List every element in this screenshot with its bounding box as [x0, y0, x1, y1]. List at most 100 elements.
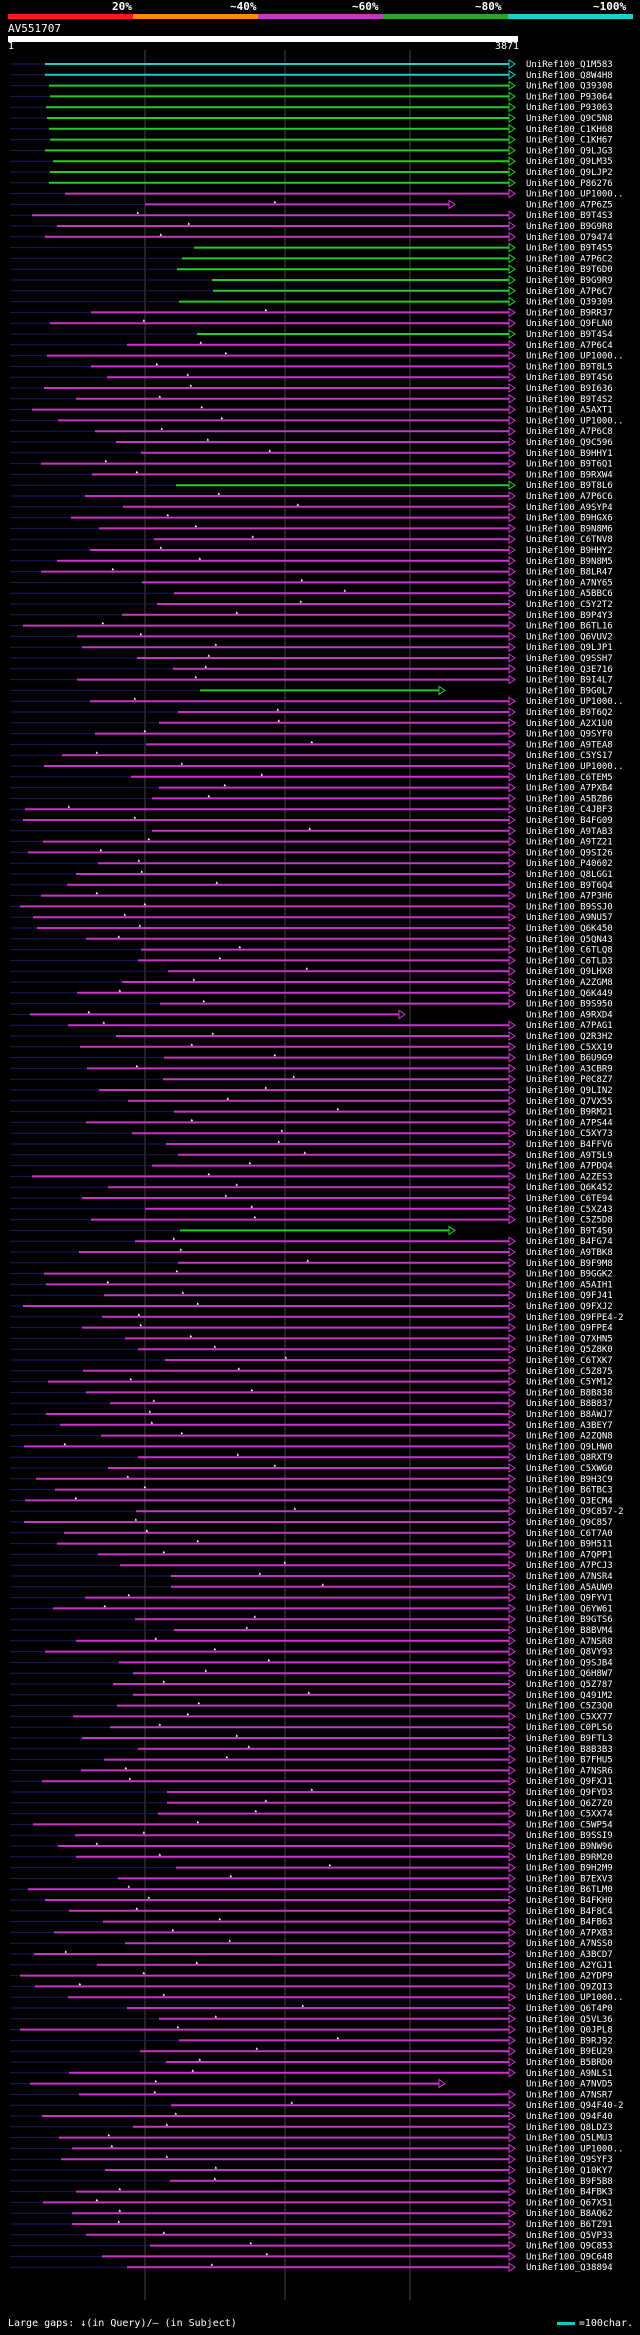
- hit-label[interactable]: UniRef100_Q9SSH7: [526, 654, 613, 664]
- hit-row[interactable]: ▴ UniRef100_Q9FYV1: [10, 1592, 613, 1604]
- hit-label[interactable]: UniRef100_Q491M2: [526, 1691, 613, 1701]
- hit-label[interactable]: UniRef100_UP1000..: [526, 2144, 624, 2154]
- hit-label[interactable]: UniRef100_A7P6C4: [526, 341, 613, 351]
- hit-row[interactable]: ▴ UniRef100_B9T6Q2: [10, 706, 613, 718]
- hit-label[interactable]: UniRef100_C4JBF3: [526, 805, 613, 815]
- hit-label[interactable]: UniRef100_B9G9R9: [526, 276, 613, 286]
- hit-row[interactable]: ▴ UniRef100_B9RXW4: [10, 468, 613, 480]
- hit-row[interactable]: ▴ UniRef100_A7P6C4: [10, 339, 613, 351]
- hit-label[interactable]: UniRef100_B8LR47: [526, 568, 613, 578]
- hit-label[interactable]: UniRef100_A7NVD5: [526, 2080, 613, 2090]
- hit-label[interactable]: UniRef100_C0PLS6: [526, 1723, 613, 1733]
- hit-label[interactable]: UniRef100_A9TEA8: [526, 740, 613, 750]
- hit-row[interactable]: UniRef100_B9G9R9: [10, 275, 613, 286]
- hit-label[interactable]: UniRef100_C6TEM5: [526, 773, 613, 783]
- hit-label[interactable]: UniRef100_C5XX74: [526, 1810, 613, 1820]
- hit-row[interactable]: UniRef100_Q39309: [10, 296, 613, 308]
- hit-label[interactable]: UniRef100_B9T4S6: [526, 373, 613, 383]
- hit-row[interactable]: ▴ UniRef100_A5AUW9: [10, 1581, 613, 1593]
- hit-row[interactable]: ▴ UniRef100_A2YDP9: [10, 1970, 613, 1982]
- hit-label[interactable]: UniRef100_Q6K449: [526, 989, 613, 999]
- hit-row[interactable]: ▴ UniRef100_A9T5L9: [10, 1149, 613, 1161]
- hit-label[interactable]: UniRef100_B6TLM0: [526, 1885, 613, 1895]
- hit-label[interactable]: UniRef100_Q3E716: [526, 665, 613, 675]
- hit-label[interactable]: UniRef100_Q9SYF3: [526, 2155, 613, 2165]
- hit-row[interactable]: ▴ UniRef100_Q9SYF0: [10, 728, 613, 740]
- hit-row[interactable]: ▴ UniRef100_C5Z5D8: [10, 1214, 613, 1226]
- hit-label[interactable]: UniRef100_A9NLS1: [526, 2069, 613, 2079]
- hit-row[interactable]: UniRef100_Q39308: [10, 80, 613, 92]
- hit-row[interactable]: ▴ UniRef100_A7NSR6: [10, 1764, 613, 1776]
- hit-label[interactable]: UniRef100_B9F9M8: [526, 1259, 613, 1269]
- hit-label[interactable]: UniRef100_Q0JPL8: [526, 2026, 613, 2036]
- hit-row[interactable]: UniRef100_Q9C5N8: [10, 113, 613, 124]
- hit-label[interactable]: UniRef100_Q9C857-2: [526, 1507, 624, 1517]
- hit-row[interactable]: ▴ UniRef100_Q5Z787: [10, 1678, 613, 1690]
- hit-row[interactable]: ▴ UniRef100_B4FB63: [10, 1916, 613, 1928]
- hit-label[interactable]: UniRef100_Q39309: [526, 298, 613, 308]
- hit-label[interactable]: UniRef100_Q9FYV1: [526, 1594, 613, 1604]
- hit-label[interactable]: UniRef100_Q9FPE4-2: [526, 1313, 624, 1323]
- hit-label[interactable]: UniRef100_B9RJ92: [526, 2036, 613, 2046]
- hit-label[interactable]: UniRef100_Q9FXJ2: [526, 1302, 613, 1312]
- hit-label[interactable]: UniRef100_Q10KY7: [526, 2166, 613, 2176]
- hit-label[interactable]: UniRef100_C6TE94: [526, 1194, 613, 1204]
- hit-row[interactable]: ▴ UniRef100_Q9C857-2: [10, 1505, 624, 1517]
- hit-label[interactable]: UniRef100_B9HGX6: [526, 514, 613, 524]
- hit-label[interactable]: UniRef100_C5XZ43: [526, 1205, 613, 1215]
- hit-row[interactable]: ▴ UniRef100_A5AXT1: [10, 404, 613, 416]
- hit-row[interactable]: UniRef100_A7P6C7: [10, 285, 613, 297]
- hit-label[interactable]: UniRef100_Q9C5N8: [526, 114, 613, 124]
- hit-row[interactable]: ▴ UniRef100_A9NLS1: [10, 2067, 613, 2079]
- hit-row[interactable]: ▴ UniRef100_Q9LIN2: [10, 1084, 613, 1096]
- hit-row[interactable]: ▴ UniRef100_Q7XHN5: [10, 1332, 613, 1344]
- hit-row[interactable]: ▴ UniRef100_B6TL16: [10, 620, 613, 632]
- hit-row[interactable]: ▴ UniRef100_B9P4Y3: [10, 609, 613, 621]
- hit-label[interactable]: UniRef100_A5AUW9: [526, 1583, 613, 1593]
- hit-label[interactable]: UniRef100_Q5Z8K0: [526, 1345, 613, 1355]
- hit-label[interactable]: UniRef100_Q9LJP2: [526, 168, 613, 178]
- hit-row[interactable]: ▴ UniRef100_A5BZB6: [10, 792, 613, 804]
- hit-label[interactable]: UniRef100_A7QPP1: [526, 1550, 613, 1560]
- hit-row[interactable]: ▴ UniRef100_A3BCD7: [10, 1948, 613, 1960]
- hit-row[interactable]: ▴ UniRef100_C6TNV8: [10, 533, 613, 545]
- hit-label[interactable]: UniRef100_A7PXB3: [526, 1928, 613, 1938]
- hit-row[interactable]: ▴ UniRef100_B8B3B3: [10, 1743, 613, 1755]
- hit-label[interactable]: UniRef100_C5Z5D8: [526, 1216, 613, 1226]
- hit-label[interactable]: UniRef100_B9N8M5: [526, 557, 613, 567]
- hit-row[interactable]: ▴ UniRef100_B9SSI9: [10, 1829, 613, 1841]
- hit-label[interactable]: UniRef100_C5YM12: [526, 1378, 613, 1388]
- hit-label[interactable]: UniRef100_A7NSR7: [526, 2090, 613, 2100]
- hit-row[interactable]: ▴ UniRef100_C5WP54: [10, 1818, 613, 1830]
- hit-row[interactable]: ▴ UniRef100_B9F5B8: [10, 2175, 613, 2187]
- hit-row[interactable]: ▴ UniRef100_B9GTS6: [10, 1613, 613, 1625]
- hit-row[interactable]: ▴ UniRef100_Q6H8W7: [10, 1667, 613, 1679]
- hit-row[interactable]: ▴ UniRef100_A2ZGM8: [10, 976, 613, 988]
- hit-row[interactable]: ▴ UniRef100_B9RM20: [10, 1851, 613, 1863]
- hit-row[interactable]: ▴ UniRef100_Q9FPE4-2: [10, 1311, 624, 1323]
- hit-row[interactable]: ▴ UniRef100_Q6Z7Z0: [10, 1797, 613, 1809]
- hit-label[interactable]: UniRef100_Q9FLN0: [526, 319, 613, 329]
- hit-row[interactable]: UniRef100_A7P6C2: [10, 253, 613, 264]
- hit-row[interactable]: ▴ UniRef100_Q9FXJ1: [10, 1775, 613, 1787]
- hit-label[interactable]: UniRef100_C5Z3Q0: [526, 1702, 613, 1712]
- hit-label[interactable]: UniRef100_B9NW96: [526, 1842, 613, 1852]
- hit-row[interactable]: ▴ UniRef100_B9EU29: [10, 2045, 613, 2057]
- hit-row[interactable]: UniRef100_C1KH68: [10, 123, 613, 135]
- hit-row[interactable]: ▴ UniRef100_B8AQ62: [10, 2207, 613, 2219]
- hit-row[interactable]: ▴ UniRef100_B9T4S6: [10, 371, 613, 383]
- hit-row[interactable]: ▴ UniRef100_A7NSR8: [10, 1635, 613, 1647]
- hit-row[interactable]: ▴ UniRef100_B9RJ92: [10, 2034, 613, 2046]
- hit-row[interactable]: ▴ UniRef100_C5Y2T2: [10, 598, 613, 610]
- hit-row[interactable]: ▴ UniRef100_Q38894: [10, 2261, 613, 2273]
- hit-label[interactable]: UniRef100_UP1000..: [526, 416, 624, 426]
- hit-row[interactable]: ▴ UniRef100_Q67X51: [10, 2196, 613, 2208]
- hit-row[interactable]: ▴ UniRef100_Q5VP33: [10, 2229, 613, 2241]
- hit-row[interactable]: ▴ UniRef100_A7P6C8: [10, 425, 613, 437]
- hit-label[interactable]: UniRef100_B4FKH0: [526, 1896, 613, 1906]
- hit-row[interactable]: ▴ UniRef100_C5XY73: [10, 1127, 613, 1139]
- hit-label[interactable]: UniRef100_A2ZGM8: [526, 978, 613, 988]
- hit-row[interactable]: ▴ UniRef100_B8B838: [10, 1386, 613, 1398]
- hit-label[interactable]: UniRef100_B8BVM4: [526, 1626, 613, 1636]
- hit-label[interactable]: UniRef100_A9TZ21: [526, 838, 613, 848]
